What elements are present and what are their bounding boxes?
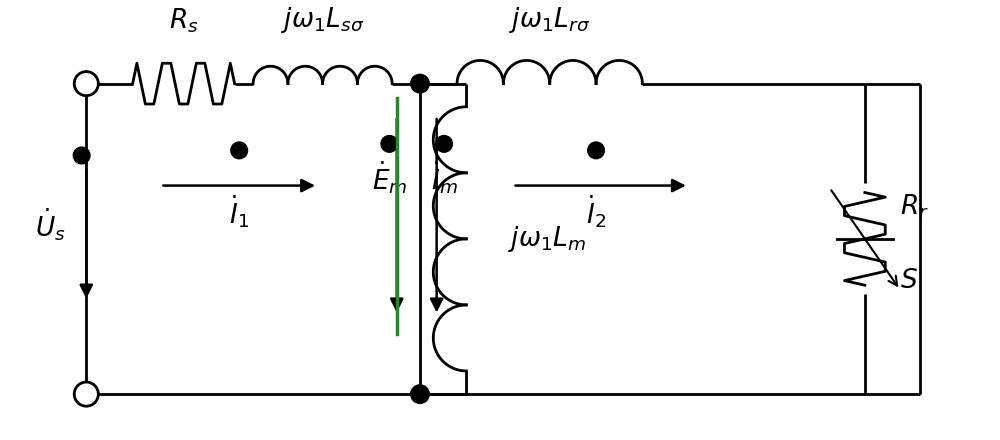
- Circle shape: [436, 136, 452, 152]
- Text: $R_r$: $R_r$: [900, 192, 929, 221]
- Circle shape: [381, 136, 398, 152]
- Circle shape: [411, 74, 429, 93]
- Text: $j\omega_1 L_{r\sigma}$: $j\omega_1 L_{r\sigma}$: [509, 5, 590, 36]
- Text: $\dot{I}_m$: $\dot{I}_m$: [431, 160, 457, 196]
- Circle shape: [411, 385, 429, 403]
- Circle shape: [74, 72, 98, 95]
- Text: $\dot{I}_2$: $\dot{I}_2$: [586, 193, 606, 230]
- Text: $j\omega_1 L_{s\sigma}$: $j\omega_1 L_{s\sigma}$: [281, 5, 364, 36]
- Circle shape: [73, 147, 90, 164]
- Circle shape: [231, 142, 248, 159]
- Circle shape: [588, 142, 604, 159]
- Circle shape: [74, 382, 98, 406]
- Text: $S$: $S$: [900, 268, 918, 293]
- Text: $\dot{E}_m$: $\dot{E}_m$: [372, 160, 407, 196]
- Text: $\dot{U}_s$: $\dot{U}_s$: [35, 206, 66, 243]
- Text: $R_s$: $R_s$: [169, 7, 198, 36]
- Text: $j\omega_1 L_m$: $j\omega_1 L_m$: [508, 224, 586, 254]
- Text: $\dot{I}_1$: $\dot{I}_1$: [229, 193, 249, 230]
